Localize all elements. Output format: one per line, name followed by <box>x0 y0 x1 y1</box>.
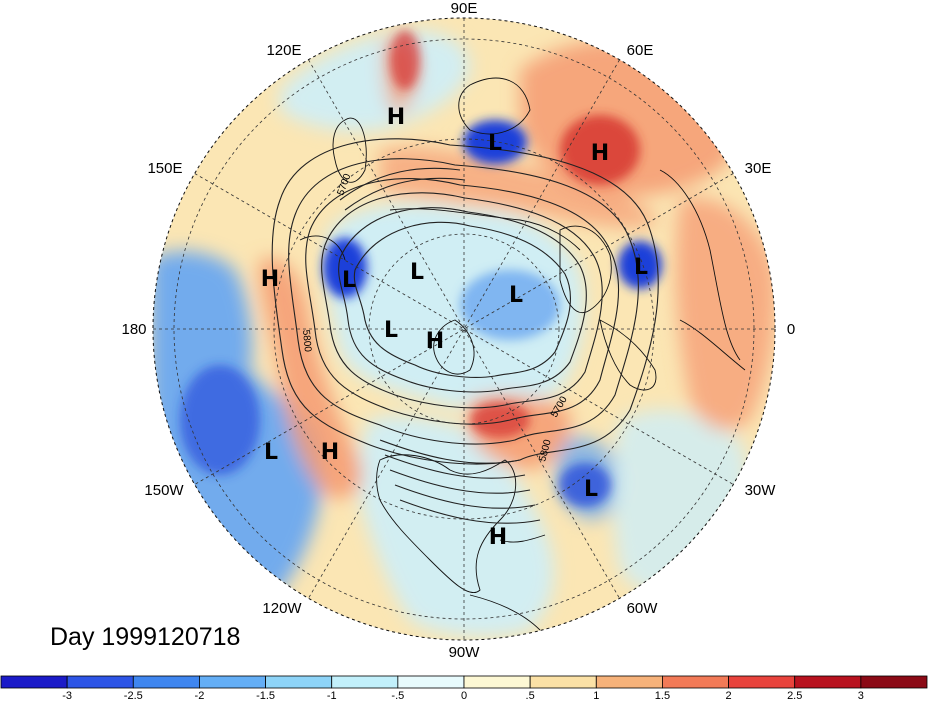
colorbar-tick-label: -3 <box>62 690 72 702</box>
lon-label-120e: 120E <box>266 42 301 59</box>
coastlines <box>299 77 746 631</box>
low-label: L <box>410 260 424 285</box>
contour-label: 5800 <box>300 329 313 353</box>
high-label: H <box>426 329 444 354</box>
day-caption: Day 1999120718 <box>50 623 240 651</box>
low-label: L <box>509 283 523 308</box>
meridian-120e-60w <box>308 59 620 599</box>
anomaly-negative-right <box>612 409 748 594</box>
colorbar-tick-labels: -3 -2.5 -2 -1.5 -1 -.5 0 .5 1 1.5 2 2.5 … <box>62 690 864 702</box>
pressure-system-labels: H H L L L L H L H L L H L H <box>261 105 648 550</box>
core-positive-east-coast <box>470 402 530 438</box>
lon-label-60w: 60W <box>627 600 659 617</box>
colorbar-tick-label: .5 <box>526 690 535 702</box>
colorbar-box <box>794 675 862 689</box>
lon-label-150e: 150E <box>147 160 182 177</box>
colorbar-box <box>331 675 399 689</box>
meridian-60e-120w <box>308 59 620 599</box>
colorbar-tick-label: 3 <box>858 690 864 702</box>
lon-label-0: 0 <box>787 321 795 338</box>
low-label: L <box>634 255 648 280</box>
colorbar-box <box>595 675 663 689</box>
meridian-30e-150w <box>194 173 734 485</box>
colorbar-tick-label: 0 <box>461 690 467 702</box>
colorbar: -3 -2.5 -2 -1.5 -1 -.5 0 .5 1 1.5 2 2.5 … <box>0 675 928 702</box>
graticule <box>153 18 775 640</box>
low-label: L <box>264 440 278 465</box>
core-negative-central-asia <box>463 120 527 164</box>
low-label: L <box>342 268 356 293</box>
anomaly-positive-pacific-ridge <box>259 258 363 499</box>
core-negative-kamchatka <box>323 238 367 298</box>
colorbar-box <box>132 675 200 689</box>
core-negative-northern-europe <box>618 241 662 289</box>
high-label: H <box>591 141 609 166</box>
core-negative-gulf-of-alaska <box>180 365 260 475</box>
colorbar-box <box>860 675 928 689</box>
lon-label-60e: 60E <box>627 42 654 59</box>
colorbar-box <box>0 675 68 689</box>
colorbar-tick-label: -1 <box>327 690 337 702</box>
colorbar-tick-label: 1 <box>593 690 599 702</box>
height-contours <box>271 138 659 524</box>
core-negative-atlantic <box>559 463 611 507</box>
lon-label-120w: 120W <box>262 600 302 617</box>
colorbar-tick-label: 1.5 <box>655 690 670 702</box>
low-label: L <box>488 131 502 156</box>
colorbar-box <box>265 675 333 689</box>
lon-label-30e: 30E <box>745 160 772 177</box>
longitude-labels: 90E 60E 30E 0 30W 60W 90W 120W 150W 180 … <box>121 0 795 661</box>
anomaly-negative-arctic <box>325 204 584 409</box>
low-label: L <box>384 318 398 343</box>
anomaly-positive-europe <box>675 198 775 431</box>
meridian-150e-30w <box>194 173 734 485</box>
colorbar-box <box>728 675 796 689</box>
anomaly-negative-north-america <box>358 415 554 637</box>
colorbar-boxes <box>0 675 928 689</box>
globe-boundary <box>152 17 776 641</box>
high-label: H <box>387 105 405 130</box>
anomaly-negative-upper-left <box>280 29 470 132</box>
colorbar-tick-label: -.5 <box>391 690 404 702</box>
colorbar-box <box>66 675 134 689</box>
globe <box>152 17 776 641</box>
colorbar-box <box>662 675 729 689</box>
high-label: H <box>321 440 339 465</box>
high-label: H <box>261 267 279 292</box>
low-label: L <box>584 477 598 502</box>
colorbar-box <box>529 675 597 689</box>
core-positive-top <box>390 30 420 90</box>
anomaly-positive-siberia-belt <box>380 147 660 228</box>
colorbar-box <box>397 675 465 689</box>
colorbar-box <box>463 675 531 689</box>
colorbar-box <box>199 675 266 689</box>
lon-label-150w: 150W <box>144 482 184 499</box>
lon-label-90e: 90E <box>451 0 478 17</box>
lon-label-90w: 90W <box>449 644 481 661</box>
colorbar-tick-label: -2.5 <box>124 690 143 702</box>
core-negative-greenland <box>460 270 560 340</box>
colorbar-tick-label: 2.5 <box>787 690 802 702</box>
high-label: H <box>489 525 507 550</box>
colorbar-tick-label: 2 <box>726 690 732 702</box>
lon-label-30w: 30W <box>745 482 777 499</box>
colorbar-tick-label: -2 <box>195 690 205 702</box>
lon-label-180: 180 <box>121 321 146 338</box>
colorbar-tick-label: -1.5 <box>256 690 275 702</box>
